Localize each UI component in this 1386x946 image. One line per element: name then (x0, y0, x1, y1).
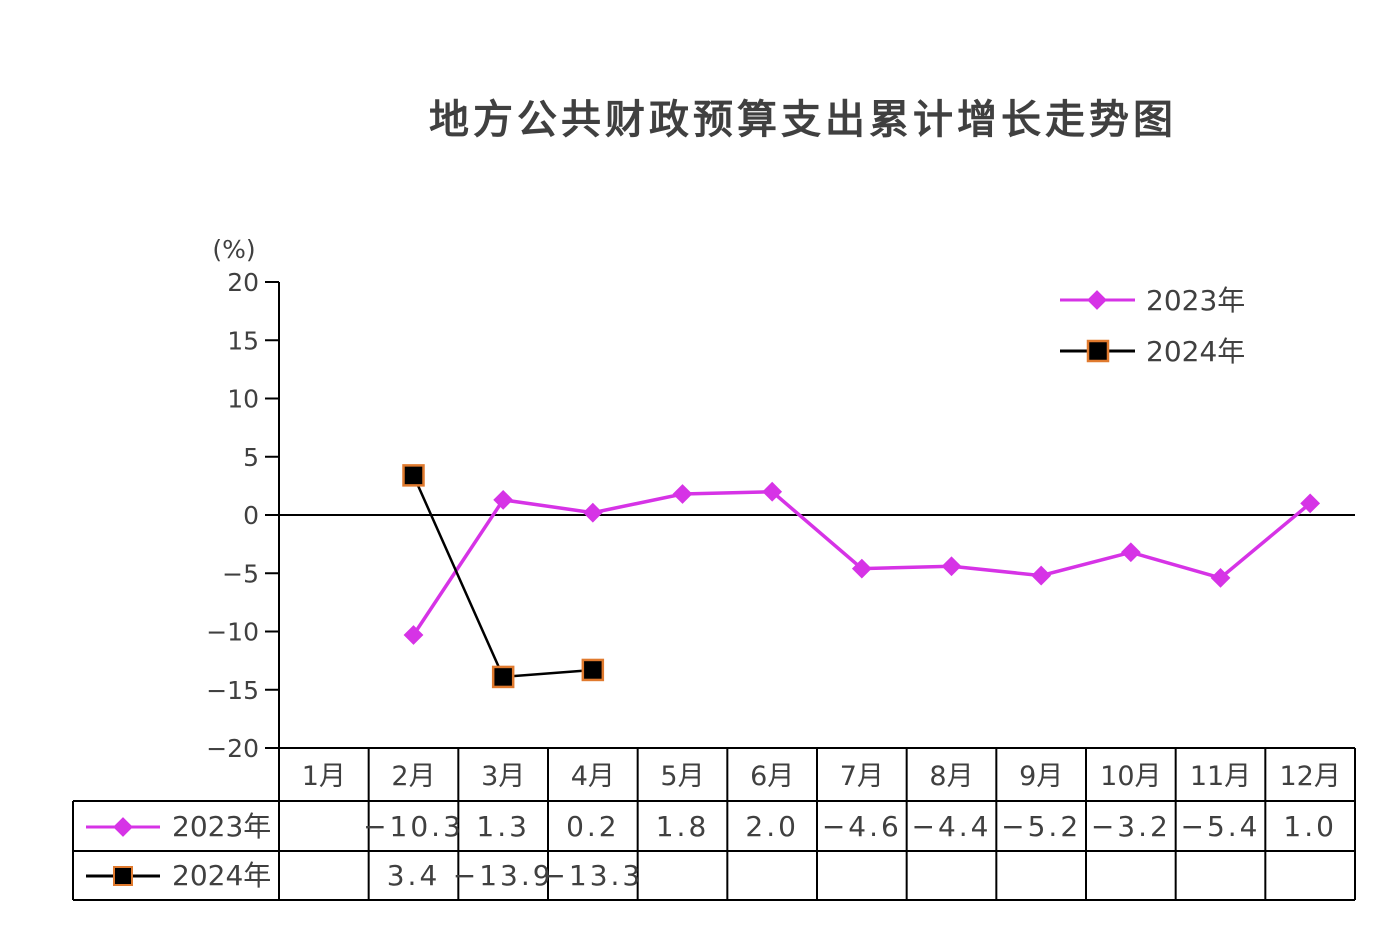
row-header-marker (113, 866, 133, 886)
legend: 2023年 2024年 (1060, 284, 1245, 368)
y-tick-label: 5 (243, 443, 259, 472)
table-cell-value: −4.6 (822, 810, 902, 843)
table-cell-value: −3.2 (1091, 810, 1171, 843)
x-category-label: 5月 (660, 761, 704, 792)
data-point (941, 556, 962, 577)
table-cell-value: 1.8 (656, 810, 710, 843)
x-category-label: 6月 (750, 761, 794, 792)
x-category-label: 3月 (481, 761, 525, 792)
x-category-label: 12月 (1279, 761, 1340, 792)
table-cell-value: 1.3 (476, 810, 530, 843)
data-point (581, 658, 605, 682)
x-category-label: 9月 (1019, 761, 1063, 792)
y-tick-label: 10 (227, 385, 259, 414)
row-header-label: 2024年 (172, 859, 271, 892)
y-tick-label: 15 (227, 326, 259, 355)
y-tick-label: −10 (206, 618, 259, 647)
data-point (1120, 542, 1141, 563)
table-cell-value: −10.3 (363, 810, 464, 843)
x-category-label: 11月 (1190, 761, 1251, 792)
table-cell-value: 1.0 (1283, 810, 1337, 843)
series-lines (402, 464, 1321, 689)
chart-title: 地方公共财政预算支出累计增长走势图 (429, 97, 1177, 143)
row-header-label: 2023年 (172, 810, 271, 843)
data-point (582, 502, 603, 523)
data-point (491, 665, 515, 689)
data-point (851, 558, 872, 579)
data-point (1300, 493, 1321, 514)
y-tick-label: −15 (206, 676, 259, 705)
legend-marker (1086, 339, 1110, 363)
y-axis-unit: (%) (212, 235, 255, 264)
table-cell-value: −4.4 (912, 810, 992, 843)
y-axis: 20 15 10 5 0 −5 −10 −15 −20 (206, 268, 1355, 763)
table-cell-value: −5.4 (1181, 810, 1261, 843)
data-point (1210, 568, 1231, 588)
data-point (493, 489, 514, 510)
table-cell-value: −5.2 (1001, 810, 1081, 843)
x-category-label: 4月 (571, 761, 615, 792)
x-category-label: 8月 (929, 761, 973, 792)
data-table: 1月 2月 3月 4月 5月 6月 7月 8月 9月 10月 11月 12月 2023年 −10.3 1.3… (72, 747, 1356, 901)
y-tick-label: −20 (206, 734, 259, 763)
legend-label: 2023年 (1146, 284, 1245, 317)
table-cell-value: 3.4 (387, 859, 441, 892)
y-tick-label: −5 (222, 559, 259, 588)
table-cell-value: −13.3 (542, 859, 643, 892)
x-category-label: 7月 (840, 761, 884, 792)
data-point (1031, 565, 1052, 586)
data-point (402, 464, 425, 487)
table-cell-value: 2.0 (745, 810, 799, 843)
y-tick-label: 0 (243, 501, 259, 530)
legend-marker (1087, 290, 1107, 310)
x-category-label: 10月 (1100, 761, 1161, 792)
x-category-label: 1月 (302, 761, 346, 792)
row-header-marker (113, 817, 133, 837)
table-cell-value: 0.2 (566, 810, 620, 843)
legend-label: 2024年 (1146, 335, 1245, 368)
y-tick-label: 20 (227, 268, 259, 297)
data-point (672, 484, 693, 504)
x-category-label: 2月 (391, 761, 435, 792)
data-point (403, 625, 424, 645)
data-point (762, 481, 783, 502)
table-cell-value: −13.9 (453, 859, 554, 892)
